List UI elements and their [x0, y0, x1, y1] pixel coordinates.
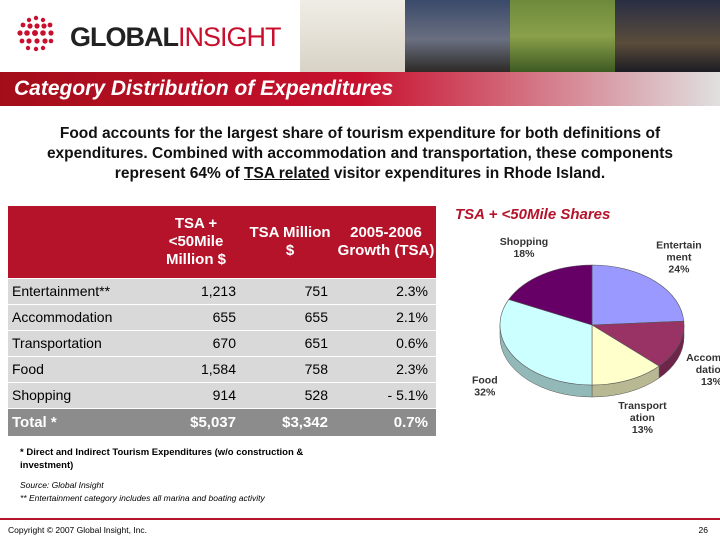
total-tsa: $3,342: [244, 408, 336, 437]
source-notes: Source: Global Insight ** Entertainment …: [20, 479, 265, 505]
total-tsa50: $5,037: [148, 408, 244, 437]
table-header-growth: 2005-2006 Growth (TSA): [336, 206, 436, 279]
global-insight-logo: GLOBALINSIGHT: [10, 12, 300, 56]
pie-slice-entertainment: [591, 264, 685, 326]
intro-text-part1: Food accounts for the largest share of t…: [46, 125, 674, 182]
table-row: Entertainment** 1,213 751 2.3%: [8, 278, 436, 305]
header-photo-building: [300, 0, 405, 72]
row-tsa50: 1,584: [148, 356, 244, 383]
intro-text-underlined: TSA related: [244, 165, 330, 182]
globe-icon: [17, 15, 54, 52]
row-tsa: 758: [244, 356, 336, 383]
footer-divider: [0, 518, 720, 520]
row-label: Entertainment**: [8, 278, 148, 305]
pie-slice-accommodation: [591, 320, 685, 367]
row-growth: 2.3%: [336, 356, 436, 383]
pie-label-food: Food 32%: [472, 374, 498, 398]
chart-title: TSA + <50Mile Shares: [455, 206, 611, 223]
pie-slice-food: [499, 299, 593, 386]
row-tsa: 651: [244, 330, 336, 357]
row-growth: 0.6%: [336, 330, 436, 357]
title-bar: [0, 72, 720, 106]
logo-wordmark: GLOBALINSIGHT: [70, 22, 282, 53]
table-header-tsa50: TSA + <50Mile Million $: [148, 206, 244, 279]
footnote-direct-indirect: * Direct and Indirect Tourism Expenditur…: [20, 447, 304, 471]
row-tsa50: 914: [148, 382, 244, 409]
table-row: Transportation 670 651 0.6%: [8, 330, 436, 357]
header-photo-strip: [300, 0, 720, 72]
entertainment-note: ** Entertainment category includes all m…: [20, 493, 265, 503]
row-tsa: 528: [244, 382, 336, 409]
row-label: Transportation: [8, 330, 148, 357]
pie-label-entertainment: Entertain ment 24%: [656, 240, 702, 276]
pie-label-transportation: Transport ation 13%: [618, 400, 667, 436]
row-tsa50: 655: [148, 304, 244, 331]
row-tsa50: 1,213: [148, 278, 244, 305]
copyright-text: Copyright © 2007 Global Insight, Inc.: [8, 525, 148, 535]
page-title: Category Distribution of Expenditures: [14, 77, 394, 100]
row-growth: 2.1%: [336, 304, 436, 331]
header-photo-city-night: [615, 0, 720, 72]
table-row: Food 1,584 758 2.3%: [8, 356, 436, 383]
page-number: 26: [698, 525, 708, 535]
table-total-row: Total * $5,037 $3,342 0.7%: [8, 408, 436, 437]
row-label: Accommodation: [8, 304, 148, 331]
source-line: Source: Global Insight: [20, 480, 104, 490]
expenditure-table: TSA + <50Mile Million $ TSA Million $ 20…: [8, 206, 436, 437]
intro-paragraph: Food accounts for the largest share of t…: [10, 124, 710, 184]
pie-label-shopping: Shopping 18%: [500, 236, 548, 260]
row-growth: 2.3%: [336, 278, 436, 305]
row-label: Shopping: [8, 382, 148, 409]
header-photo-mansion: [510, 0, 615, 72]
total-growth: 0.7%: [336, 408, 436, 437]
header-photo-lighthouse: [405, 0, 510, 72]
table-header-tsa: TSA Million $: [244, 206, 336, 279]
row-label: Food: [8, 356, 148, 383]
table-row: Shopping 914 528 - 5.1%: [8, 382, 436, 409]
intro-text-part2: visitor expenditures in Rhode Island.: [329, 165, 606, 182]
pie-slice-transportation: [591, 324, 660, 386]
row-growth: - 5.1%: [336, 382, 436, 409]
logo-word-insight: INSIGHT: [178, 22, 282, 52]
table-row: Accommodation 655 655 2.1%: [8, 304, 436, 331]
row-tsa: 751: [244, 278, 336, 305]
pie-slice-shopping: [508, 264, 593, 326]
pie-label-accommodation: Accommodation13%: [686, 352, 720, 388]
total-label: Total *: [8, 408, 148, 437]
row-tsa50: 670: [148, 330, 244, 357]
table-header-blank: [8, 206, 148, 279]
table-header-row: TSA + <50Mile Million $ TSA Million $ 20…: [8, 206, 436, 279]
logo-word-global: GLOBAL: [70, 22, 179, 52]
row-tsa: 655: [244, 304, 336, 331]
